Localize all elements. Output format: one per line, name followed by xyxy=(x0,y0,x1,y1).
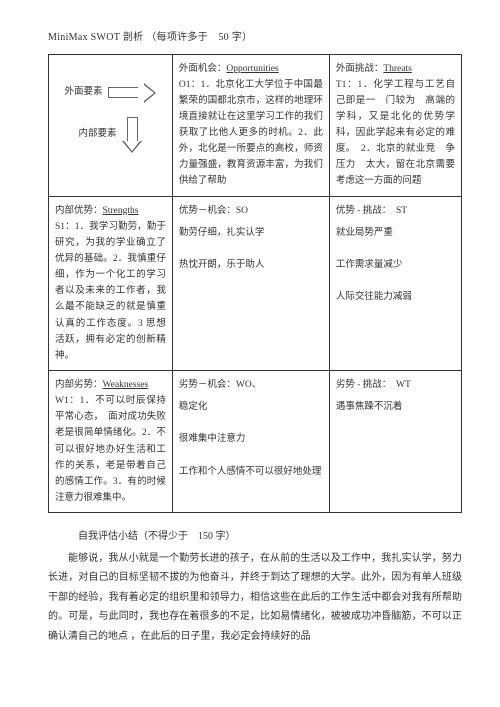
page-title: MiniMax SWOT 剖析 （每项许多于 50 字） xyxy=(48,30,462,46)
swot-table: 外面要素 内部要素 外面机会：Opportunities O1：1．北京化工大学… xyxy=(48,54,462,514)
internal-arrow: 内部要素 xyxy=(78,117,142,153)
weaknesses-prefix: 内部劣势： xyxy=(55,380,103,390)
st-cell: 优势 - 挑战： ST 就业局势严重 工作需求量减少 人际交往能力减弱 xyxy=(329,196,461,370)
arrow-right-icon xyxy=(108,87,138,98)
threats-body: T1：1．化学工程与工艺自己即是一 门较为 高端的学科，又是北化的优势学科，因此… xyxy=(336,77,455,190)
summary-section: 自我评估小结（不得少于 150 字） 能够说，我从小就是一个勤劳长进的孩子，在从… xyxy=(48,527,462,646)
external-arrow: 外面要素 xyxy=(64,83,156,103)
st-head: 优势 - 挑战： ST xyxy=(336,203,455,219)
strengths-header-cell: 内部优势：Strengths S1：1．我学习勤劳，勤于研究，为我的学业确立了优… xyxy=(49,196,173,370)
wt-body: 遇事焦躁不沉着 xyxy=(336,399,455,415)
threats-header-cell: 外面挑战：Threats T1：1．化学工程与工艺自己即是一 门较为 高端的学科… xyxy=(329,54,461,196)
wt-head: 劣势 - 挑战： WT xyxy=(336,377,455,393)
internal-label: 内部要素 xyxy=(78,126,116,142)
strengths-prefix: 内部优势： xyxy=(55,206,103,216)
weaknesses-header-cell: 内部劣势：Weaknesses W1：1．不可以时辰保持平常心态， 面对成功失败… xyxy=(49,371,173,513)
threats-en: Threats xyxy=(383,64,412,74)
so-head: 优势－机会：SO xyxy=(179,203,323,219)
strengths-body: S1：1．我学习勤劳，勤于研究，为我的学业确立了优异的基础。2．我慎重仔细，作为… xyxy=(55,219,166,364)
wo-body: 稳定化 很难集中注意力 工作和个人感情不可以很好地处理 xyxy=(179,399,323,480)
weaknesses-body: W1：1．不可以时辰保持平常心态， 面对成功失败老是很简单情绪化。2．不可以很好… xyxy=(55,393,166,506)
opportunities-header-cell: 外面机会：Opportunities O1：1．北京化工大学位于中国最繁荣的国都… xyxy=(172,54,329,196)
factor-arrows-cell: 外面要素 内部要素 xyxy=(49,54,173,196)
summary-body: 能够说，我从小就是一个勤劳长进的孩子，在从前的生活以及工作中，我扎实认学，努力长… xyxy=(48,549,462,647)
summary-heading: 自我评估小结（不得少于 150 字） xyxy=(48,527,462,547)
external-label: 外面要素 xyxy=(64,84,102,100)
opportunities-body: O1：1．北京化工大学位于中国最繁荣的国都北京市，这样的地理环境直接就让在这里学… xyxy=(179,77,323,190)
wt-cell: 劣势 - 挑战： WT 遇事焦躁不沉着 xyxy=(329,371,461,513)
weaknesses-en: Weaknesses xyxy=(103,380,149,390)
strengths-en: Strengths xyxy=(103,206,139,216)
arrow-down-icon xyxy=(122,117,142,153)
opportunities-prefix: 外面机会： xyxy=(179,64,227,74)
threats-prefix: 外面挑战： xyxy=(336,64,384,74)
so-cell: 优势－机会：SO 勤劳仔细，扎实认学 热忱开朗，乐于助人 xyxy=(172,196,329,370)
st-body: 就业局势严重 工作需求量减少 人际交往能力减弱 xyxy=(336,225,455,306)
wo-cell: 劣势－机会：WO、 稳定化 很难集中注意力 工作和个人感情不可以很好地处理 xyxy=(172,371,329,513)
wo-head: 劣势－机会：WO、 xyxy=(179,377,323,393)
opportunities-en: Opportunities xyxy=(226,64,278,74)
so-body: 勤劳仔细，扎实认学 热忱开朗，乐于助人 xyxy=(179,225,323,273)
